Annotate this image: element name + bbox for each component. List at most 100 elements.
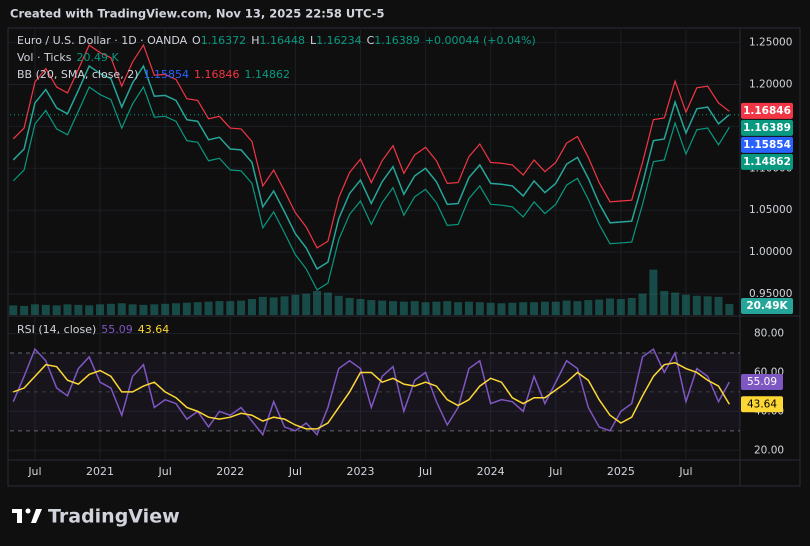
x-tick-label: 2024 (477, 465, 505, 478)
legend-text: H (251, 34, 259, 47)
volume-bar (258, 296, 267, 315)
price-tag-box (741, 136, 793, 153)
volume-bar (161, 303, 170, 315)
volume-bar (291, 294, 300, 315)
volume-bar (432, 301, 441, 315)
rsi-tag-box (741, 396, 783, 413)
legend-text: Vol · Ticks (17, 51, 72, 64)
volume-bar (302, 293, 311, 315)
x-tick-label: 2021 (86, 465, 114, 478)
price-tag: 1.14862 (743, 156, 791, 168)
bb-lower (12, 85, 730, 291)
legend-text: 1.16234 (316, 34, 362, 47)
volume-bar (454, 302, 463, 315)
legend-text: 55.09 (101, 323, 133, 336)
volume-bar (389, 301, 398, 315)
volume-bar (41, 304, 50, 315)
volume-bar (573, 301, 582, 315)
x-tick-label: Jul (418, 465, 432, 478)
volume-bar (313, 291, 322, 315)
legend-text: +0.00044 (+0.04%) (425, 34, 536, 47)
volume-bar (193, 302, 202, 315)
volume-bar (703, 296, 712, 315)
volume-bar (399, 301, 408, 315)
price-tag: 1.16389 (743, 122, 791, 134)
legend-text: 1.16448 (259, 34, 305, 47)
x-tick-label: Jul (27, 465, 41, 478)
legend-text: 1.16372 (201, 34, 247, 47)
x-tick-label: Jul (288, 465, 302, 478)
y-tick-label: 1.05000 (749, 204, 792, 216)
legend-row: Vol · Ticks 20.49 K (17, 51, 120, 64)
legend-text: O (192, 34, 201, 47)
volume-bar (280, 296, 289, 315)
volume-bar (367, 300, 376, 315)
x-tick-label: Jul (678, 465, 692, 478)
volume-bar (356, 299, 365, 315)
price-tag-box (741, 102, 793, 119)
volume-bar (215, 301, 224, 315)
volume-bar (486, 302, 495, 315)
volume-bar (671, 292, 680, 315)
volume-bar (660, 291, 669, 315)
volume-bar (638, 293, 647, 315)
volume-bar (530, 302, 539, 315)
logo-text: TradingView (48, 506, 180, 528)
volume-bar (74, 304, 83, 315)
logo: TradingView (12, 506, 180, 528)
logo-icon (31, 509, 42, 523)
volume-bar (410, 301, 419, 315)
y-tick-label: 1.25000 (749, 37, 792, 49)
rsi-tag-box (741, 374, 783, 391)
volume-bar (128, 304, 137, 315)
volume-tag: 20.49K (746, 300, 788, 312)
volume-bar (85, 305, 94, 315)
volume-bar (497, 303, 506, 315)
volume-bar (519, 302, 528, 315)
legend-text: 1.15854 (143, 68, 189, 81)
price-tag-box (741, 119, 793, 136)
legend-text: 1.16389 (374, 34, 420, 47)
legend-text: BB (20, SMA, close, 2) (17, 68, 138, 81)
volume-bar (378, 300, 387, 315)
volume-bar (182, 302, 191, 315)
logo-icon (25, 508, 31, 514)
volume-bar (345, 297, 354, 315)
series-line (12, 64, 730, 270)
volume-bar (247, 299, 256, 315)
rsi-tick-label: 80.00 (754, 328, 784, 340)
series-line (13, 361, 730, 430)
rsi-tag: 43.64 (747, 398, 777, 410)
volume-bar (139, 304, 148, 315)
series-line (12, 347, 731, 437)
legend-text: L (310, 34, 317, 47)
legend-text: 1.14862 (244, 68, 290, 81)
volume-bar (323, 292, 332, 315)
volume-bar (226, 301, 235, 315)
volume-bar (20, 305, 29, 315)
rsi-tick-label: 20.00 (754, 444, 784, 456)
price-tag-box (741, 153, 793, 170)
legend-text: RSI (14, close) (17, 323, 96, 336)
volume-bar (714, 296, 723, 315)
created-note: Created with TradingView.com, Nov 13, 20… (10, 7, 385, 21)
volume-bar (606, 298, 615, 315)
volume-bar (237, 300, 246, 315)
volume-bar (508, 302, 517, 315)
legend-text: 1.16846 (194, 68, 240, 81)
legend-text: C (367, 34, 375, 47)
volume-bar (443, 301, 452, 315)
volume-bar (9, 305, 18, 315)
volume-bar (681, 294, 690, 315)
legend-row: Euro / U.S. Dollar · 1D · OANDA O1.16372 H… (17, 34, 536, 47)
x-tick-label: 2022 (216, 465, 244, 478)
volume-bar (334, 295, 343, 315)
volume-bar (52, 305, 61, 315)
volume-bar (627, 297, 636, 315)
y-tick-label: 1.20000 (749, 78, 792, 90)
volume-bar (172, 303, 181, 315)
x-tick-label: Jul (158, 465, 172, 478)
volume-bar (595, 299, 604, 315)
